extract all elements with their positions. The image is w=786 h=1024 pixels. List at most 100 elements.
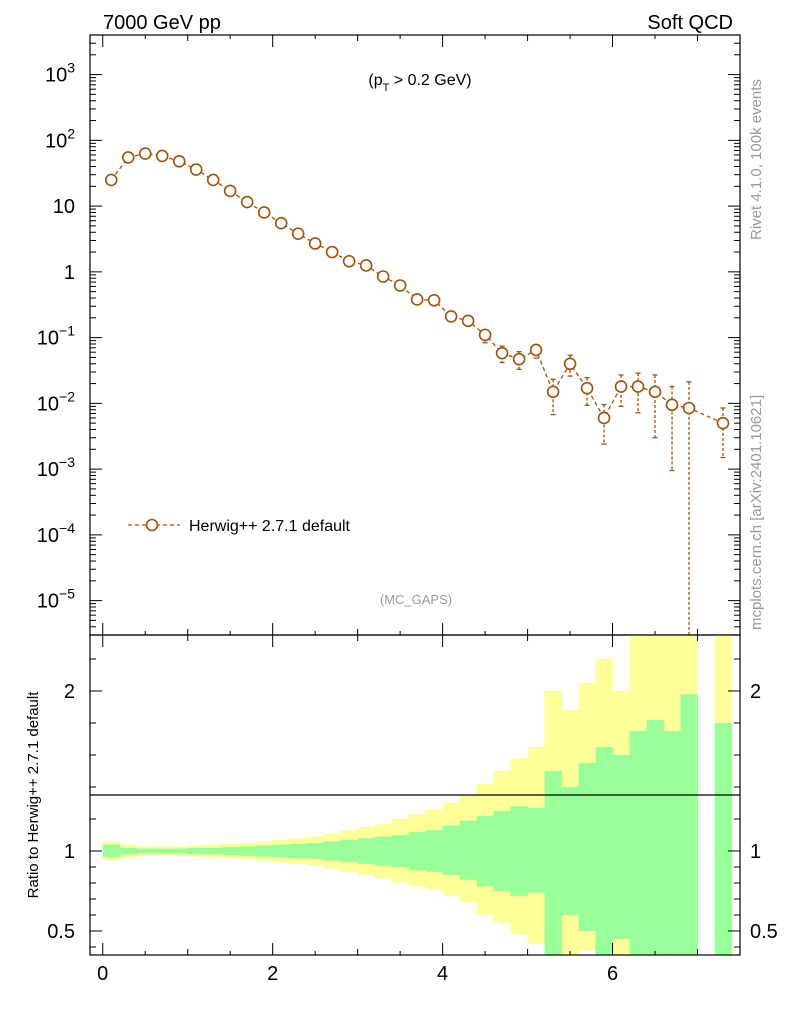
mcplots-source-label: mcplots.cern.ch [arXiv:2401.10621] xyxy=(748,395,765,630)
ratio-green-band-bin xyxy=(663,731,681,955)
main-y-tick-label: 103 xyxy=(45,60,75,87)
main-y-tick-label: 10−4 xyxy=(37,520,75,547)
data-point xyxy=(427,293,441,307)
data-point xyxy=(274,216,288,230)
ratio-y-tick-label-left: 2 xyxy=(64,681,75,703)
ratio-green-band-bin xyxy=(153,848,172,854)
main-y-tick-label: 10−1 xyxy=(37,323,75,350)
ratio-green-band-bin xyxy=(408,831,427,871)
header-left-title: 7000 GeV pp xyxy=(103,12,221,34)
data-point xyxy=(478,328,492,342)
ratio-green-band-bin xyxy=(425,830,444,872)
pt-cut-annotation: (pT > 0.2 GeV) xyxy=(368,72,471,94)
ratio-plot-panel: 0.5 0.5 1 1 2 2 0 2 4 6 Ratio to Herwig++ 2.7.1 d… xyxy=(25,634,778,985)
ratio-green-band-bin xyxy=(170,848,189,854)
ratio-y-tick-label-left: 0.5 xyxy=(47,921,75,943)
ratio-green-band-bin xyxy=(374,836,393,866)
main-plot-frame xyxy=(89,34,741,636)
data-point xyxy=(172,155,186,168)
ratio-green-band-bin xyxy=(340,839,359,863)
x-tick-label: 4 xyxy=(437,963,448,985)
data-point xyxy=(444,310,458,323)
data-point xyxy=(665,398,679,412)
ratio-green-band-bin xyxy=(680,694,698,955)
ratio-green-band-bin xyxy=(136,848,155,854)
ratio-y-tick-label-left: 1 xyxy=(64,841,75,863)
ratio-green-band-bin xyxy=(561,787,579,915)
data-point xyxy=(716,416,730,430)
data-point xyxy=(342,254,356,268)
ratio-tick-labels: 0.5 0.5 1 1 2 2 0 2 4 6 xyxy=(47,681,778,985)
main-y-tick-label: 10 xyxy=(53,196,75,218)
data-point xyxy=(121,151,135,164)
data-point xyxy=(631,380,645,393)
data-point xyxy=(308,237,322,250)
ratio-green-band-bin xyxy=(306,843,325,859)
main-plot-panel: 10−5 10−4 10−3 10−2 10−1 1 10 102 103 (pT > 0.2 … xyxy=(37,34,741,636)
ratio-uncertainty-bands xyxy=(102,635,732,955)
ratio-green-band-bin xyxy=(493,811,511,891)
ratio-plot-frame xyxy=(89,634,741,956)
analysis-watermark: (MC_GAPS) xyxy=(380,592,452,607)
data-point xyxy=(291,227,305,241)
ratio-green-band-bin xyxy=(527,807,545,893)
data-point xyxy=(376,270,390,283)
ratio-y-axis-label: Ratio to Herwig++ 2.7.1 default xyxy=(25,691,42,899)
data-point xyxy=(257,206,271,219)
ratio-green-band-bin xyxy=(119,847,138,855)
ratio-green-band-bin xyxy=(323,841,342,861)
data-point xyxy=(206,173,220,187)
data-point xyxy=(359,259,373,272)
ratio-axis-ticks xyxy=(90,635,740,955)
ratio-green-band-bin xyxy=(255,845,274,857)
ratio-y-tick-label-right: 0.5 xyxy=(750,921,778,943)
ratio-green-band-bin xyxy=(578,763,596,931)
ratio-green-band-bin xyxy=(289,843,308,859)
main-y-tick-label: 10−2 xyxy=(37,388,75,415)
ratio-green-band-bin xyxy=(544,771,562,955)
header-right-title: Soft QCD xyxy=(647,12,733,34)
ratio-green-band-bin xyxy=(391,835,410,867)
main-y-tick-labels: 10−5 10−4 10−3 10−2 10−1 1 10 102 103 xyxy=(37,60,75,613)
main-y-tick-label: 102 xyxy=(45,125,75,152)
rivet-version-label: Rivet 4.1.0, 100k events xyxy=(748,79,765,240)
ratio-green-band-bin xyxy=(102,844,121,858)
ratio-y-tick-label-right: 1 xyxy=(750,841,761,863)
ratio-green-band-bin xyxy=(646,719,664,955)
data-point xyxy=(495,346,509,360)
ratio-green-band-bin xyxy=(595,747,613,955)
ratio-green-band-bin xyxy=(629,731,647,955)
legend: Herwig++ 2.7.1 default xyxy=(128,518,351,535)
data-point xyxy=(682,401,696,415)
x-tick-label: 0 xyxy=(97,963,108,985)
data-point xyxy=(325,245,339,259)
data-point xyxy=(614,380,628,393)
data-point xyxy=(104,173,118,187)
legend-marker xyxy=(145,518,159,532)
main-y-tick-label: 10−3 xyxy=(37,454,75,481)
ratio-green-band-bin xyxy=(476,815,494,887)
data-point xyxy=(597,411,611,425)
ratio-green-band-bin xyxy=(612,755,630,939)
ratio-green-band-bin xyxy=(187,847,206,855)
data-point xyxy=(138,147,152,160)
ratio-green-band-bin xyxy=(238,846,257,856)
x-tick-label: 2 xyxy=(267,963,278,985)
data-point xyxy=(512,352,526,366)
ratio-green-band-bin xyxy=(221,847,240,855)
data-point xyxy=(461,314,475,328)
herwig-series xyxy=(104,147,730,635)
data-point xyxy=(240,195,254,209)
data-point xyxy=(155,149,169,163)
main-y-tick-label: 1 xyxy=(64,262,75,284)
ratio-green-band-bin xyxy=(714,723,732,955)
x-tick-label: 6 xyxy=(607,963,618,985)
data-point xyxy=(223,184,237,198)
ratio-green-band-bin xyxy=(357,838,376,864)
ratio-green-band-bin xyxy=(272,844,291,858)
series-line xyxy=(110,152,724,424)
ratio-green-band-bin xyxy=(442,825,461,875)
ratio-green-band-bin xyxy=(459,820,478,880)
data-point xyxy=(648,385,662,399)
